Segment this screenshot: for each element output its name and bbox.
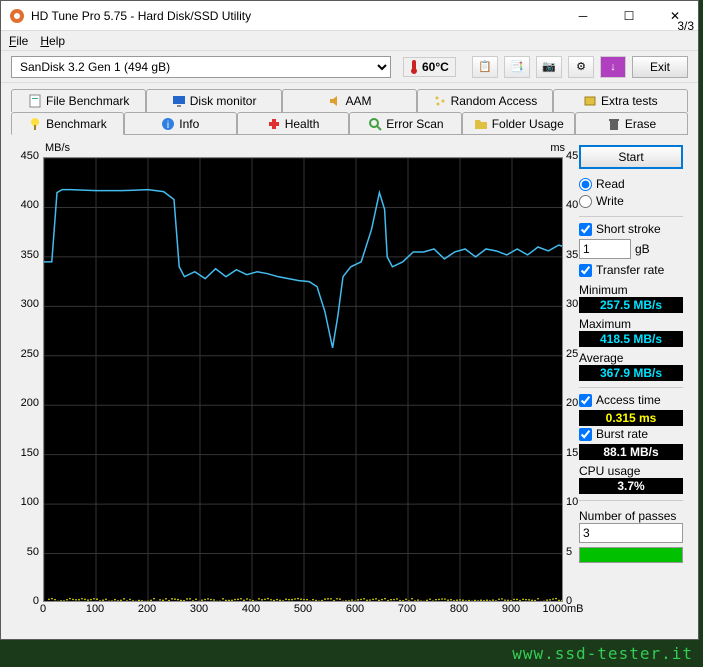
tab-health[interactable]: Health bbox=[237, 112, 350, 135]
tab-row-1: File Benchmark Disk monitor AAM Random A… bbox=[11, 89, 688, 112]
speaker-icon bbox=[328, 94, 342, 108]
exit-button[interactable]: Exit bbox=[632, 56, 688, 78]
tab-folder-usage[interactable]: Folder Usage bbox=[462, 112, 575, 135]
maximize-button[interactable]: ☐ bbox=[606, 1, 652, 31]
minimum-value: 257.5 MB/s bbox=[579, 297, 683, 313]
tab-error-scan[interactable]: Error Scan bbox=[349, 112, 462, 135]
average-label: Average bbox=[579, 351, 683, 365]
copy-info-icon[interactable]: 📋 bbox=[472, 56, 498, 78]
options-icon[interactable]: ⚙ bbox=[568, 56, 594, 78]
write-radio[interactable]: Write bbox=[579, 194, 683, 208]
thermometer-icon bbox=[410, 59, 418, 75]
app-icon bbox=[9, 8, 25, 24]
tab-disk-monitor[interactable]: Disk monitor bbox=[146, 89, 281, 112]
maximum-value: 418.5 MB/s bbox=[579, 331, 683, 347]
watermark: www.ssd-tester.it bbox=[512, 644, 693, 663]
erase-icon bbox=[607, 117, 621, 131]
cpu-label: CPU usage bbox=[579, 464, 683, 478]
minimize-button[interactable]: ─ bbox=[560, 1, 606, 31]
maximum-label: Maximum bbox=[579, 317, 683, 331]
random-icon bbox=[433, 94, 447, 108]
passes-label: Number of passes bbox=[579, 509, 683, 523]
read-radio[interactable]: Read bbox=[579, 177, 683, 191]
menu-file[interactable]: File bbox=[9, 34, 28, 48]
svg-text:i: i bbox=[167, 120, 169, 131]
access-time-value: 0.315 ms bbox=[579, 410, 683, 426]
cpu-value: 3.7% bbox=[579, 478, 683, 494]
tab-info[interactable]: iInfo bbox=[124, 112, 237, 135]
health-icon bbox=[267, 117, 281, 131]
progress-bar bbox=[579, 547, 683, 563]
sidebar: Start Read Write Short stroke gB Transfe… bbox=[579, 145, 683, 625]
window-title: HD Tune Pro 5.75 - Hard Disk/SSD Utility bbox=[31, 9, 560, 23]
tab-row-2: Benchmark iInfo Health Error Scan Folder… bbox=[11, 112, 688, 135]
camera-icon[interactable]: 📷 bbox=[536, 56, 562, 78]
average-value: 367.9 MB/s bbox=[579, 365, 683, 381]
tab-random-access[interactable]: Random Access bbox=[417, 89, 552, 112]
menu-help[interactable]: Help bbox=[40, 34, 65, 48]
burst-value: 88.1 MB/s bbox=[579, 444, 683, 460]
monitor-icon bbox=[172, 94, 186, 108]
short-stroke-check[interactable]: Short stroke bbox=[579, 222, 683, 236]
start-button[interactable]: Start bbox=[579, 145, 683, 169]
save-icon[interactable]: ↓ bbox=[600, 56, 626, 78]
passes-input[interactable] bbox=[579, 523, 683, 543]
chart-canvas bbox=[43, 157, 563, 602]
scan-icon bbox=[368, 117, 382, 131]
file-bench-icon bbox=[28, 94, 42, 108]
y-axis-right-label: ms bbox=[550, 142, 565, 154]
progress-text: 3/3 bbox=[677, 19, 694, 33]
y-axis-left-label: MB/s bbox=[45, 142, 70, 154]
device-select[interactable]: SanDisk 3.2 Gen 1 (494 gB) bbox=[11, 56, 391, 78]
tab-erase[interactable]: Erase bbox=[575, 112, 688, 135]
benchmark-chart: MB/s ms 050100150200250300350400450 0510… bbox=[11, 145, 571, 625]
transfer-rate-check[interactable]: Transfer rate bbox=[579, 263, 683, 277]
minimum-label: Minimum bbox=[579, 283, 683, 297]
copy-screenshot-icon[interactable]: 📑 bbox=[504, 56, 530, 78]
burst-rate-check[interactable]: Burst rate bbox=[579, 427, 683, 441]
extra-icon bbox=[583, 94, 597, 108]
tab-extra-tests[interactable]: Extra tests bbox=[553, 89, 688, 112]
titlebar: HD Tune Pro 5.75 - Hard Disk/SSD Utility… bbox=[1, 1, 698, 31]
temperature-display: 60°C bbox=[403, 57, 456, 77]
tab-aam[interactable]: AAM bbox=[282, 89, 417, 112]
folder-icon bbox=[474, 117, 488, 131]
short-stroke-input[interactable] bbox=[579, 239, 631, 259]
tab-benchmark[interactable]: Benchmark bbox=[11, 112, 124, 135]
menubar: File Help bbox=[1, 31, 698, 51]
tab-file-benchmark[interactable]: File Benchmark bbox=[11, 89, 146, 112]
info-icon: i bbox=[161, 117, 175, 131]
access-time-check[interactable]: Access time bbox=[579, 393, 683, 407]
benchmark-icon bbox=[28, 117, 42, 131]
toolbar: SanDisk 3.2 Gen 1 (494 gB) 60°C 📋 📑 📷 ⚙ … bbox=[1, 51, 698, 83]
